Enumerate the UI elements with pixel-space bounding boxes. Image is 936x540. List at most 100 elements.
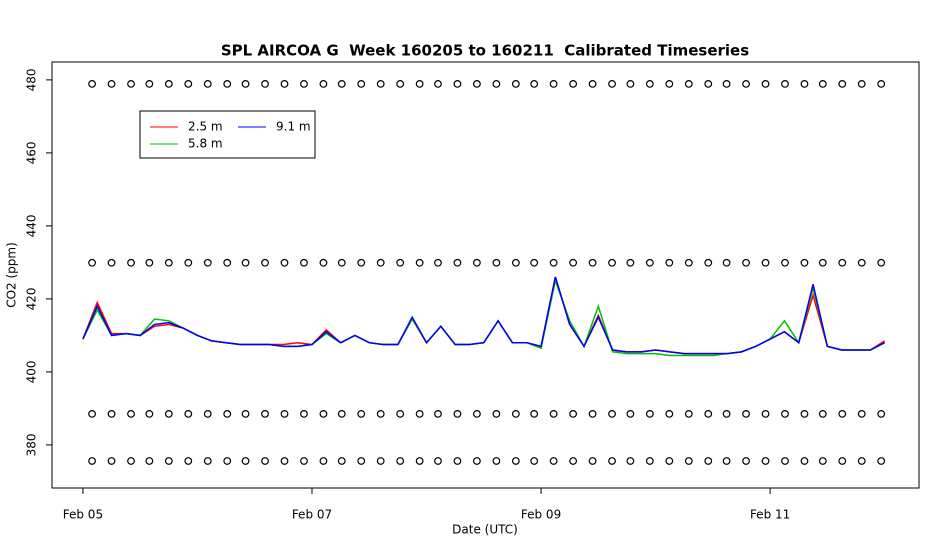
calibration-marker bbox=[569, 457, 578, 465]
calibration-marker bbox=[800, 80, 809, 88]
y-tick-label: 420 bbox=[25, 287, 39, 310]
legend-label: 9.1 m bbox=[276, 120, 311, 134]
calibration-marker bbox=[800, 409, 809, 418]
calibration-marker bbox=[473, 409, 481, 418]
calibration-marker bbox=[626, 409, 635, 418]
calibration-marker bbox=[473, 80, 481, 88]
calibration-marker bbox=[588, 258, 597, 267]
calibration-marker bbox=[376, 409, 385, 418]
calibration-marker bbox=[223, 258, 232, 267]
legend-box bbox=[139, 110, 316, 159]
calibration-marker bbox=[761, 80, 770, 88]
calibration-marker bbox=[877, 258, 886, 267]
calibration-marker bbox=[857, 409, 866, 418]
x-tick-label: Feb 11 bbox=[750, 508, 790, 522]
calibration-marker bbox=[511, 457, 520, 465]
calibration-marker bbox=[88, 409, 96, 418]
calibration-marker bbox=[357, 457, 366, 465]
calibration-marker bbox=[530, 258, 539, 267]
calibration-marker bbox=[376, 80, 385, 88]
calibration-marker bbox=[530, 457, 539, 465]
calibration-marker bbox=[473, 457, 481, 465]
calibration-marker bbox=[473, 258, 481, 267]
calibration-marker bbox=[261, 80, 269, 88]
calibration-marker bbox=[434, 409, 442, 418]
calibration-marker bbox=[203, 258, 212, 267]
calibration-marker bbox=[877, 80, 886, 88]
calibration-marker bbox=[434, 80, 442, 88]
calibration-marker bbox=[337, 409, 346, 418]
calibration-marker bbox=[569, 409, 578, 418]
calibration-marker bbox=[549, 457, 558, 465]
calibration-marker bbox=[492, 80, 501, 88]
calibration-marker bbox=[761, 409, 770, 418]
calibration-marker bbox=[742, 409, 750, 418]
calibration-marker bbox=[781, 258, 789, 267]
calibration-marker bbox=[530, 409, 539, 418]
calibration-marker bbox=[203, 409, 212, 418]
calibration-marker bbox=[511, 258, 520, 267]
calibration-marker bbox=[127, 80, 135, 88]
calibration-marker bbox=[800, 258, 809, 267]
calibration-marker bbox=[241, 80, 250, 88]
calibration-marker bbox=[453, 457, 462, 465]
x-tick-label: Feb 05 bbox=[63, 508, 103, 522]
chart-title: SPL AIRCOA G Week 160205 to 160211 Calib… bbox=[221, 42, 749, 60]
calibration-marker bbox=[261, 457, 269, 465]
calibration-marker bbox=[722, 258, 731, 267]
calibration-marker bbox=[588, 80, 597, 88]
x-axis-label: Date (UTC) bbox=[452, 523, 518, 537]
calibration-marker bbox=[88, 457, 96, 465]
calibration-marker bbox=[319, 457, 328, 465]
calibration-marker bbox=[838, 80, 847, 88]
calibration-marker bbox=[818, 457, 827, 465]
series-line bbox=[82, 276, 885, 355]
calibration-marker bbox=[300, 258, 308, 267]
calibration-marker bbox=[704, 457, 713, 465]
calibration-marker bbox=[722, 457, 731, 465]
calibration-marker bbox=[800, 457, 809, 465]
calibration-marker bbox=[626, 258, 635, 267]
calibration-marker bbox=[588, 457, 597, 465]
plot-frame bbox=[51, 61, 920, 489]
calibration-marker bbox=[127, 258, 135, 267]
calibration-marker bbox=[626, 80, 635, 88]
calibration-marker bbox=[569, 80, 578, 88]
calibration-marker bbox=[838, 409, 847, 418]
calibration-marker bbox=[261, 409, 269, 418]
calibration-marker bbox=[337, 457, 346, 465]
calibration-marker bbox=[645, 457, 654, 465]
calibration-marker bbox=[223, 80, 232, 88]
calibration-marker bbox=[280, 457, 289, 465]
calibration-marker bbox=[781, 409, 789, 418]
calibration-marker bbox=[434, 457, 442, 465]
calibration-marker bbox=[396, 258, 405, 267]
calibration-marker bbox=[319, 409, 328, 418]
calibration-marker bbox=[742, 457, 750, 465]
calibration-marker bbox=[569, 258, 578, 267]
calibration-marker bbox=[645, 80, 654, 88]
calibration-marker bbox=[319, 258, 328, 267]
calibration-marker bbox=[818, 409, 827, 418]
calibration-marker bbox=[608, 409, 616, 418]
calibration-marker bbox=[626, 457, 635, 465]
calibration-marker bbox=[645, 258, 654, 267]
calibration-marker bbox=[511, 80, 520, 88]
calibration-marker bbox=[88, 258, 96, 267]
calibration-marker bbox=[818, 258, 827, 267]
calibration-marker bbox=[665, 409, 674, 418]
calibration-marker bbox=[453, 258, 462, 267]
calibration-marker bbox=[415, 457, 424, 465]
calibration-marker bbox=[300, 409, 308, 418]
calibration-marker bbox=[838, 258, 847, 267]
calibration-marker bbox=[492, 409, 501, 418]
calibration-marker bbox=[280, 258, 289, 267]
y-tick-label: 400 bbox=[25, 360, 39, 383]
calibration-marker bbox=[492, 258, 501, 267]
calibration-marker bbox=[145, 258, 154, 267]
calibration-marker bbox=[357, 80, 366, 88]
calibration-marker bbox=[722, 80, 731, 88]
x-tick-label: Feb 09 bbox=[521, 508, 561, 522]
calibration-marker bbox=[300, 457, 308, 465]
